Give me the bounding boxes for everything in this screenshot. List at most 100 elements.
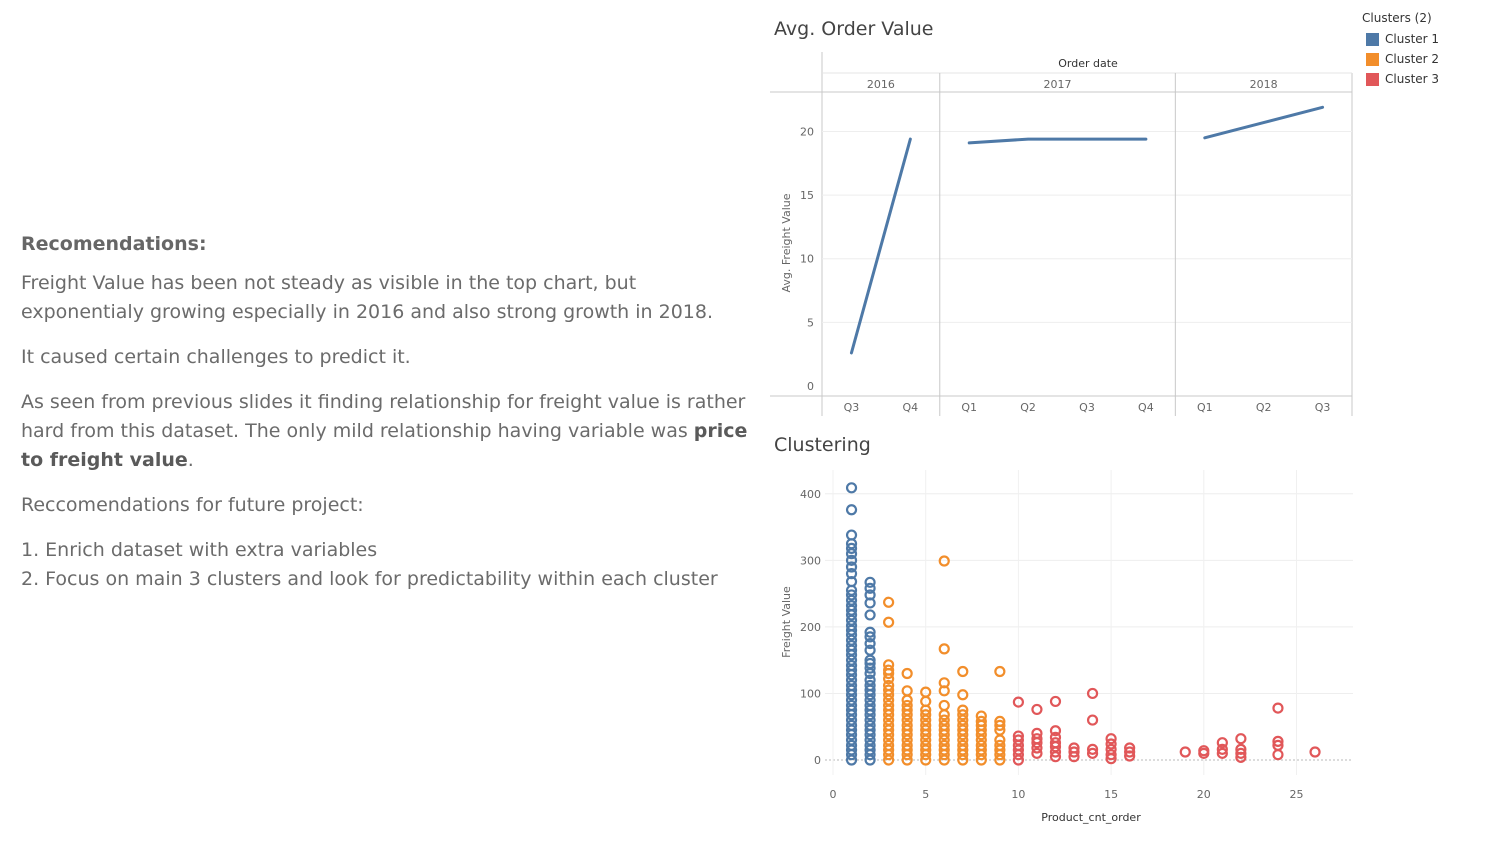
scatter-point xyxy=(920,686,932,698)
scatter-point xyxy=(1198,745,1210,757)
year-label: 2016 xyxy=(867,78,895,91)
series-line-2016 xyxy=(849,137,912,355)
scatter-point xyxy=(938,699,950,712)
scatter-point xyxy=(845,529,858,541)
scatter-point xyxy=(883,699,895,712)
legend-label: Cluster 2 xyxy=(1385,52,1440,66)
scatter-point xyxy=(864,576,876,588)
y-tick-label: 15 xyxy=(800,189,814,202)
scatter-point xyxy=(883,679,895,692)
scatter-point xyxy=(1049,725,1062,737)
relationship-text: As seen from previous slides it finding … xyxy=(21,391,746,442)
y-tick-label: 5 xyxy=(807,316,814,329)
y-tick-label: 0 xyxy=(814,754,821,767)
scatter-point xyxy=(864,631,876,643)
scatter-point xyxy=(975,715,987,728)
scatter-point xyxy=(938,643,950,655)
scatter-point xyxy=(1272,735,1284,747)
scatter-point xyxy=(957,709,969,721)
scatter-point xyxy=(1031,703,1043,716)
scatter-point xyxy=(1086,687,1099,700)
x-tick-label: 20 xyxy=(1197,788,1211,801)
scatter-point xyxy=(957,689,969,701)
scatter-point xyxy=(1049,737,1062,749)
recommendations-panel: Recomendations: Freight Value has been n… xyxy=(21,233,761,594)
x-tick-label: 5 xyxy=(922,788,929,801)
scatter-point xyxy=(1068,742,1080,754)
scatter-point xyxy=(1235,747,1247,759)
scatter-point xyxy=(864,626,876,638)
scatter-point xyxy=(1105,749,1117,761)
scatter-point xyxy=(883,739,895,751)
scatter-point xyxy=(845,719,858,731)
scatter-point xyxy=(845,561,858,573)
scatter-point xyxy=(920,739,932,751)
scatter-point xyxy=(901,719,913,731)
clusters-legend: Clusters (2) Cluster 1 Cluster 2 Cluster… xyxy=(1362,11,1439,89)
scatter-point xyxy=(864,589,876,601)
scatter-point xyxy=(975,710,987,722)
paragraph-prediction-challenge: It caused certain challenges to predict … xyxy=(21,346,411,368)
scatter-point xyxy=(845,504,858,516)
relationship-end: . xyxy=(187,449,194,471)
legend-swatch xyxy=(1366,52,1379,66)
legend-item-cluster-2[interactable]: Cluster 2 xyxy=(1362,49,1439,69)
quarter-label: Q4 xyxy=(902,401,918,414)
scatter-point xyxy=(994,665,1006,678)
quarter-label: Q2 xyxy=(1256,401,1272,414)
scatter-point xyxy=(845,679,858,692)
scatter-point xyxy=(864,644,876,656)
scatter-point xyxy=(975,739,987,751)
list-item: 1. Enrich dataset with extra variables xyxy=(21,539,378,561)
scatter-point xyxy=(845,542,858,554)
y-tick-label: 300 xyxy=(800,554,821,567)
x-tick-label: 25 xyxy=(1290,788,1304,801)
order-date-header: Order date xyxy=(1058,57,1118,70)
scatter-point xyxy=(864,739,876,751)
scatter-point xyxy=(1179,746,1191,758)
scatter-point xyxy=(920,719,932,731)
legend-item-cluster-1[interactable]: Cluster 1 xyxy=(1362,29,1439,49)
legend-item-cluster-3[interactable]: Cluster 3 xyxy=(1362,69,1439,89)
scatter-point xyxy=(1216,747,1228,759)
scatter-point xyxy=(1086,747,1099,759)
scatter-point xyxy=(1012,730,1025,742)
scatter-point xyxy=(957,704,969,716)
scatter-point xyxy=(883,596,895,608)
scatter-point xyxy=(1124,746,1136,758)
scatter-point xyxy=(1105,738,1117,750)
scatter-point xyxy=(994,719,1006,731)
scatter-point xyxy=(864,674,876,686)
list-item: 2. Focus on main 3 clusters and look for… xyxy=(21,568,718,590)
scatter-point xyxy=(994,739,1006,751)
scatter-point xyxy=(1049,731,1062,743)
scatter-y-axis-label: Freight Value xyxy=(780,586,793,658)
scatter-point xyxy=(938,714,950,726)
scatter-point xyxy=(864,679,876,692)
quarter-label: Q3 xyxy=(1315,401,1331,414)
quarter-label: Q3 xyxy=(1079,401,1095,414)
x-tick-label: 0 xyxy=(830,788,837,801)
scatter-point xyxy=(845,589,858,601)
scatter-point xyxy=(845,639,858,652)
scatter-point xyxy=(883,616,895,628)
scatter-point xyxy=(901,699,913,712)
year-label: 2017 xyxy=(1044,78,1072,91)
scatter-point xyxy=(883,684,895,696)
scatter-point xyxy=(845,699,858,712)
paragraph-freight-trend: Freight Value has been not steady as vis… xyxy=(21,272,714,323)
scatter-point xyxy=(1309,746,1321,758)
scatter-point xyxy=(938,555,950,567)
recommendations-heading: Recomendations: xyxy=(21,233,207,255)
quarter-label: Q3 xyxy=(844,401,860,414)
legend-swatch xyxy=(1366,32,1379,46)
scatter-chart-title: Clustering xyxy=(774,434,871,456)
scatter-point xyxy=(845,659,858,672)
scatter-point xyxy=(1272,749,1284,761)
scatter-point xyxy=(994,715,1006,728)
scatter-point xyxy=(1272,739,1284,751)
scatter-point xyxy=(1216,743,1228,755)
scatter-point xyxy=(1086,714,1099,726)
relationship-highlight: price to freight value xyxy=(21,420,748,471)
